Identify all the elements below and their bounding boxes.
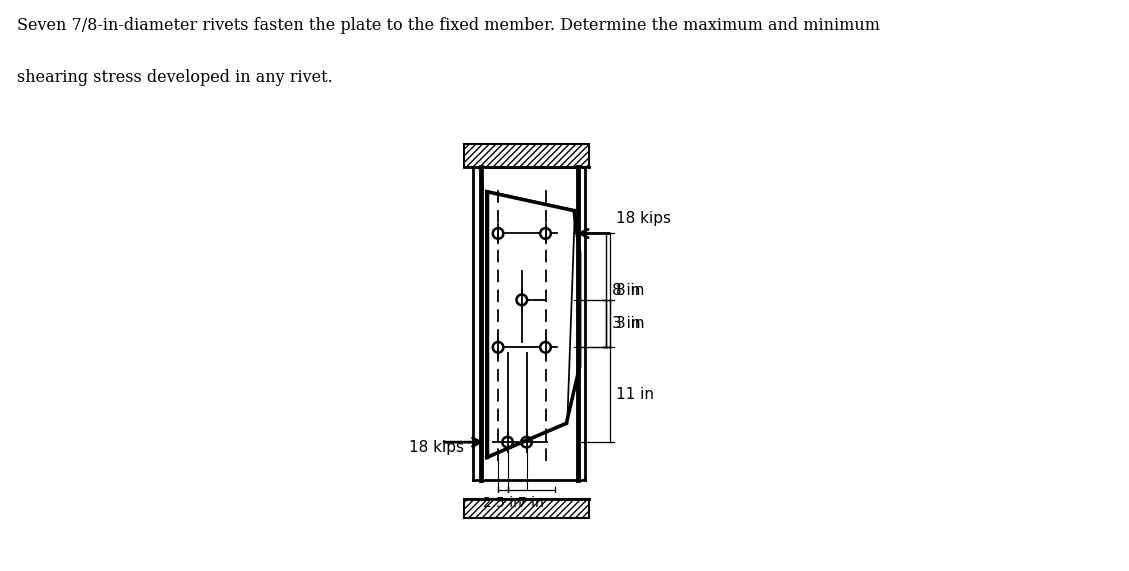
- Text: shearing stress developed in any rivet.: shearing stress developed in any rivet.: [17, 69, 333, 86]
- Polygon shape: [487, 192, 574, 457]
- Text: Seven 7/8-in-diameter rivets fasten the plate to the fixed member. Determine the: Seven 7/8-in-diameter rivets fasten the …: [17, 17, 879, 34]
- Text: 3 in: 3 in: [612, 316, 640, 331]
- Text: 3 in: 3 in: [615, 316, 645, 331]
- Text: 8 in: 8 in: [612, 283, 640, 298]
- Text: 18 kips: 18 kips: [615, 211, 671, 226]
- Text: 2.5 in: 2.5 in: [483, 496, 523, 510]
- Text: 7 in: 7 in: [518, 496, 544, 510]
- Text: 8 in: 8 in: [615, 283, 645, 298]
- Bar: [464, 144, 589, 167]
- Text: 11 in: 11 in: [615, 387, 654, 402]
- Polygon shape: [487, 192, 574, 457]
- Text: 18 kips: 18 kips: [409, 440, 464, 455]
- Bar: [464, 499, 589, 518]
